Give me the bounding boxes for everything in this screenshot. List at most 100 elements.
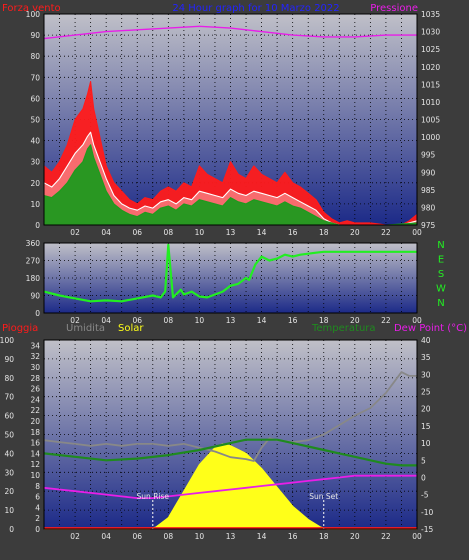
x-tick-label: 22 — [381, 316, 391, 325]
x-tick-label: 22 — [381, 228, 391, 237]
x-tick-label: 08 — [164, 532, 174, 541]
y-tick-humidity: 40 — [4, 449, 14, 458]
x-tick-label: 10 — [195, 316, 205, 325]
y-tick-left: 20 — [30, 179, 40, 188]
x-tick-label: 06 — [132, 228, 142, 237]
series-wind — [43, 80, 418, 226]
series-humidity — [43, 371, 417, 462]
wind-panel-left-label: Forza vento — [2, 3, 61, 14]
direction-panel-series — [43, 243, 417, 303]
climate-label-solar: Solar — [118, 323, 144, 334]
x-tick-label: 18 — [319, 316, 329, 325]
x-tick-label: 02 — [70, 228, 80, 237]
y-tick-temp: 5 — [421, 456, 426, 465]
y-tick-temp: 25 — [421, 388, 431, 397]
y-tick-humidity: 90 — [4, 355, 14, 364]
climate-panel-series: Sun Rise Sun Set — [43, 371, 417, 530]
x-tick-label: 16 — [288, 532, 298, 541]
wind-panel: 02 04 06 08 10 13 14 16 18 20 22 000102030405060708… — [26, 10, 441, 237]
climate-panel-frame — [43, 339, 418, 530]
y-tick-temp: -15 — [421, 525, 433, 534]
x-tick-label: 20 — [350, 228, 360, 237]
y-tick-rain: 30 — [30, 363, 40, 372]
y-tick-humidity: 50 — [4, 431, 14, 440]
x-tick-label: 14 — [257, 316, 267, 325]
y-tick-left: 180 — [26, 274, 41, 283]
y-tick-rain: 22 — [30, 406, 40, 415]
y-tick-left: 10 — [30, 200, 40, 209]
y-tick-temp: 40 — [421, 336, 431, 345]
y-tick-rain: 18 — [30, 428, 40, 437]
y-tick-humidity: 80 — [4, 374, 14, 383]
y-tick-right: 1035 — [421, 10, 440, 19]
x-tick-label: 00 — [412, 228, 422, 237]
climate-panel-ticks: 02 04 06 08 10 13 14 16 18 20 22 000102030405060708… — [0, 336, 433, 541]
y-tick-rain: 32 — [30, 352, 40, 361]
series-direction — [43, 243, 417, 303]
annotation-label: Sun Set — [309, 492, 338, 501]
compass-letter: W — [436, 284, 446, 295]
y-tick-right: 1020 — [421, 63, 440, 72]
y-tick-rain: 28 — [30, 374, 40, 383]
x-tick-label: 00 — [412, 532, 422, 541]
y-tick-rain: 34 — [30, 341, 40, 350]
y-tick-temp: 10 — [421, 439, 431, 448]
x-tick-label: 13 — [226, 532, 236, 541]
y-tick-left: 0 — [35, 309, 40, 318]
compass-letter: S — [438, 269, 444, 280]
y-tick-right: 980 — [421, 203, 436, 212]
y-tick-left: 360 — [26, 239, 41, 248]
series-pressure — [43, 25, 417, 40]
y-tick-humidity: 10 — [4, 506, 14, 515]
x-tick-label: 00 — [412, 316, 422, 325]
climate-label-dew-point: Dew Point (°C) — [394, 323, 467, 334]
y-tick-rain: 10 — [30, 471, 40, 480]
series-solar — [44, 443, 417, 530]
y-tick-right: 1030 — [421, 28, 440, 37]
compass-letter: E — [438, 255, 444, 266]
x-tick-label: 10 — [195, 532, 205, 541]
climate-label-temperature: Temperatura — [311, 323, 376, 334]
x-tick-label: 22 — [381, 532, 391, 541]
y-tick-left: 30 — [30, 158, 40, 167]
series-gust — [43, 131, 418, 226]
y-tick-humidity: 30 — [4, 468, 14, 477]
climate-label-rain: Pioggia — [2, 323, 38, 334]
y-tick-rain: 24 — [30, 395, 40, 404]
series-wind_avg-area — [44, 144, 417, 225]
y-tick-right: 1005 — [421, 116, 440, 125]
y-tick-right: 990 — [421, 168, 436, 177]
x-tick-label: 16 — [288, 228, 298, 237]
direction-panel-background — [44, 243, 417, 313]
series-wind_avg — [43, 144, 418, 226]
series-temperature — [43, 438, 417, 467]
climate-panel: Sun Rise Sun Set 02 04 06 08 10 13 14 16 18 20 22 00… — [0, 336, 433, 541]
x-tick-label: 14 — [257, 228, 267, 237]
x-tick-label: 14 — [257, 532, 267, 541]
y-tick-left: 0 — [35, 221, 40, 230]
y-tick-left: 100 — [26, 10, 41, 19]
climate-label-humidity: Umidita — [66, 323, 105, 334]
compass-letter: N — [437, 240, 444, 251]
y-tick-temp: 15 — [421, 422, 431, 431]
x-tick-label: 13 — [226, 228, 236, 237]
x-tick-label: 06 — [132, 316, 142, 325]
x-tick-label: 18 — [319, 228, 329, 237]
wind-panel-ticks: 02 04 06 08 10 13 14 16 18 20 22 000102030405060708… — [26, 10, 441, 237]
y-tick-rain: 8 — [35, 482, 40, 491]
wind-panel-frame — [43, 13, 418, 226]
y-tick-right: 975 — [421, 221, 436, 230]
x-tick-label: 04 — [101, 316, 111, 325]
x-tick-label: 10 — [195, 228, 205, 237]
y-tick-rain: 0 — [35, 525, 40, 534]
y-tick-left: 50 — [30, 116, 40, 125]
x-tick-label: 08 — [164, 316, 174, 325]
x-tick-label: 04 — [101, 532, 111, 541]
y-tick-temp: 30 — [421, 370, 431, 379]
y-tick-rain: 14 — [30, 449, 40, 458]
x-tick-label: 02 — [70, 316, 80, 325]
x-tick-label: 06 — [132, 532, 142, 541]
